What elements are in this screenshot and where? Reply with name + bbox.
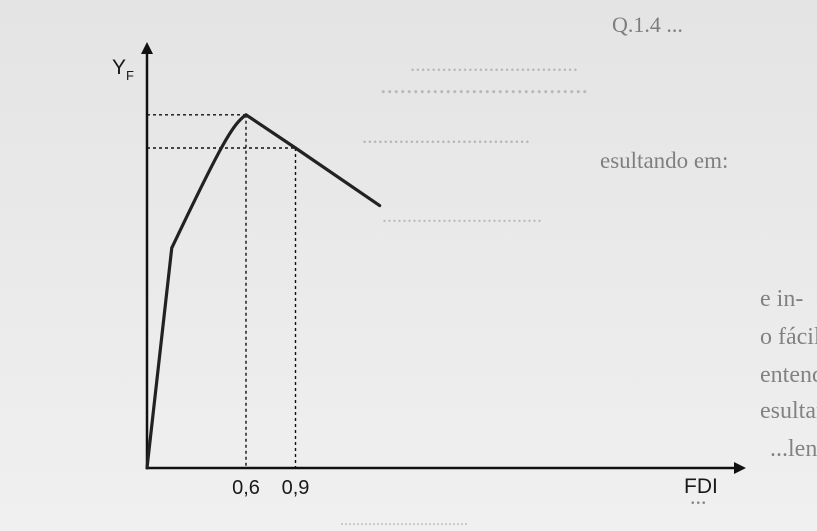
bg-text-line: ................................ <box>382 205 542 227</box>
y-axis-label-subscript: F <box>126 68 134 83</box>
x-axis-label: FDI <box>684 475 718 498</box>
bg-text-line: ... <box>690 484 707 509</box>
bg-text-line: ................................ <box>362 124 530 148</box>
y-axis-label-main: Y <box>112 56 126 79</box>
bg-text-line: esultante <box>760 398 817 424</box>
x-tick-labels: 0,6 0,9 <box>232 477 309 499</box>
bg-text-line: e in- <box>760 286 804 312</box>
y-axis-label: YF <box>112 56 134 83</box>
reference-guide-lines <box>147 114 297 468</box>
bg-text-line: esultando em: <box>600 148 729 173</box>
bg-text-line: Q.1.4 ... <box>612 12 683 37</box>
bg-text-line: entender <box>760 362 817 388</box>
bg-text-line: ................................ <box>340 512 468 529</box>
bg-text-line: ................................ <box>410 52 578 76</box>
yield-curve <box>145 113 382 470</box>
bg-text-line: ...lento do <box>770 436 817 462</box>
bg-text-line: ................................ <box>380 70 588 99</box>
bg-text-line: o fácil e <box>760 324 817 350</box>
x-tick-label: 0,6 <box>232 477 260 499</box>
x-tick-label: 0,9 <box>282 477 310 499</box>
